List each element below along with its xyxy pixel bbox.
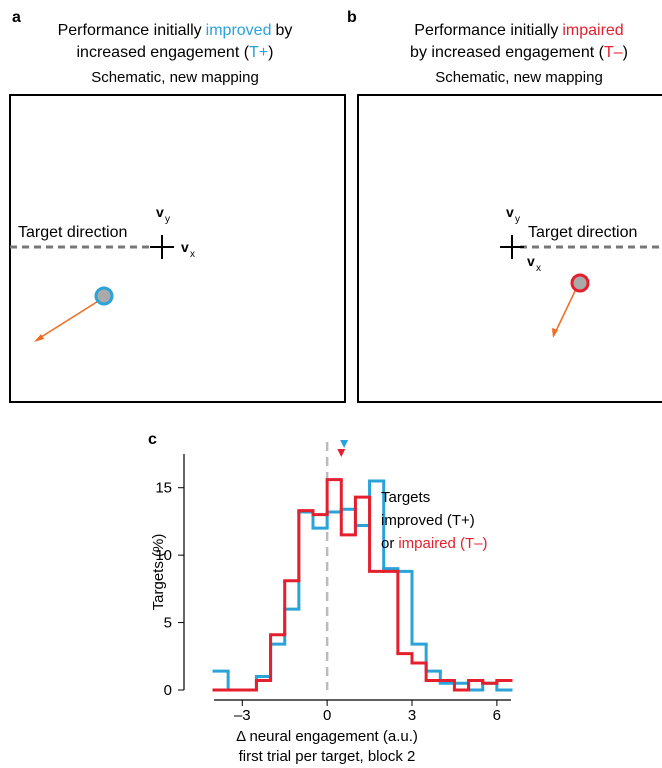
vy-label: v: [506, 204, 514, 220]
panel-letter: b: [347, 9, 357, 26]
title-part: improved: [206, 22, 272, 39]
y-tick-label: 5: [164, 615, 172, 632]
subtitle: Schematic, new mapping: [435, 69, 603, 86]
y-tick-label: 15: [155, 480, 172, 497]
arrow: [554, 288, 577, 334]
vx-sub: x: [536, 263, 541, 274]
legend-entry: impaired (T–): [398, 535, 487, 552]
vy-label: v: [156, 204, 164, 220]
legend-line: or impaired (T–): [381, 535, 488, 552]
subtitle: Schematic, new mapping: [91, 69, 259, 86]
y-label: Targets (%): [150, 534, 167, 611]
x-tick-label: –3: [234, 707, 251, 724]
mean-marker: [337, 449, 346, 457]
target-label: Target direction: [528, 224, 637, 241]
panel-frame: [357, 94, 662, 403]
vx-sub: x: [190, 249, 195, 260]
title-part: ): [268, 44, 273, 61]
title-part: ): [623, 44, 628, 61]
panel-letter: a: [12, 9, 21, 26]
vy-sub: y: [515, 214, 520, 225]
x-tick-label: 0: [323, 707, 331, 724]
arrow: [37, 299, 101, 340]
x-label-2: first trial per target, block 2: [239, 748, 416, 765]
title-part: increased engagement (: [76, 44, 249, 61]
panel-title: Performance initially impaired: [414, 22, 623, 39]
cursor: [570, 273, 590, 293]
arrow-head: [34, 334, 44, 342]
panel-title: increased engagement (T+): [76, 44, 273, 61]
panel-title: by increased engagement (T–): [410, 44, 628, 61]
vx-label: v: [181, 239, 189, 255]
panel-title: Performance initially improved by: [58, 22, 293, 39]
target-label: Target direction: [18, 224, 127, 241]
title-part: by increased engagement (: [410, 44, 605, 61]
vx-label: v: [527, 253, 535, 269]
title-part: T+: [249, 44, 268, 61]
mean-marker: [340, 440, 349, 448]
vy-sub: y: [165, 214, 170, 225]
title-part: by: [275, 22, 292, 39]
title-part: Performance initially: [414, 22, 558, 39]
y-tick-label: 0: [164, 682, 172, 699]
x-label: Δ neural engagement (a.u.): [236, 728, 418, 745]
title-part: Performance initially: [58, 22, 202, 39]
legend-entry: improved (T+): [381, 512, 475, 529]
title-part: T–: [604, 44, 623, 61]
legend-title: Targets: [381, 489, 430, 506]
arrow-head: [552, 328, 558, 338]
panel-letter: c: [148, 431, 157, 448]
title-part: impaired: [562, 22, 623, 39]
x-tick-label: 3: [408, 707, 416, 724]
legend-joiner: or: [381, 535, 394, 552]
cursor: [94, 286, 114, 306]
y-tick-label: 10: [155, 547, 172, 564]
x-tick-label: 6: [493, 707, 501, 724]
